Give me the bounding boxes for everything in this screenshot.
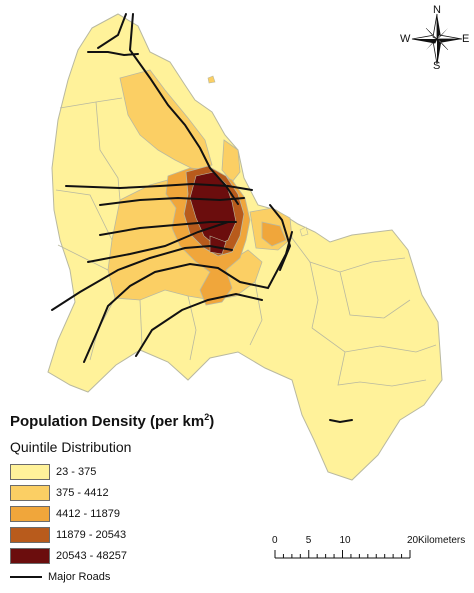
- legend-title: Population Density (per km2): [10, 408, 260, 431]
- legend-class-item: 4412 - 11879: [10, 503, 260, 524]
- major-roads: [51, 13, 353, 424]
- legend-title-close: ): [209, 413, 215, 430]
- scale-tick-label: 5: [305, 535, 312, 546]
- road-line-symbol: [10, 576, 42, 578]
- map-region-q3: [261, 221, 287, 247]
- map-legend: Population Density (per km2) Quintile Di…: [10, 408, 260, 586]
- legend-swatch: [10, 484, 50, 501]
- scale-unit-label: Kilometers: [418, 535, 466, 546]
- legend-swatch: [10, 547, 50, 564]
- compass-rose: N S E W: [400, 4, 472, 72]
- compass-south-label: S: [433, 60, 441, 72]
- legend-class-label: 375 - 4412: [56, 486, 109, 499]
- scale-tick-label: 20: [407, 535, 419, 546]
- legend-title-superscript: 2: [204, 412, 210, 422]
- legend-road-label: Major Roads: [48, 571, 111, 583]
- legend-class-item: 375 - 4412: [10, 482, 260, 503]
- scale-bar: 0 5 10 20 Kilometers: [260, 530, 474, 570]
- legend-subtitle: Quintile Distribution: [10, 439, 132, 455]
- scale-bar-graphic: [274, 550, 411, 559]
- scale-tick-label: 0: [272, 535, 278, 546]
- legend-swatch: [10, 463, 50, 480]
- scale-tick-label: 10: [339, 535, 351, 546]
- compass-star-icon: [411, 13, 463, 65]
- compass-north-label: N: [433, 4, 441, 16]
- district-boundaries: [55, 97, 437, 387]
- legend-class-item: 20543 - 48257: [10, 545, 260, 566]
- compass-west-label: W: [400, 33, 411, 45]
- legend-class-label: 23 - 375: [56, 465, 97, 478]
- map-region-island: [207, 75, 216, 84]
- map-region-q2: [221, 139, 241, 183]
- legend-road-item: Major Roads: [10, 568, 260, 586]
- legend-class-label: 4412 - 11879: [56, 507, 121, 520]
- legend-class-item: 23 - 375: [10, 461, 260, 482]
- legend-swatch: [10, 526, 50, 543]
- legend-class-list: 23 - 375 375 - 4412 4412 - 11879 11879 - 20…: [10, 461, 260, 566]
- legend-class-label: 11879 - 20543: [56, 528, 127, 541]
- compass-east-label: E: [462, 33, 470, 45]
- legend-title-text: Population Density (per km: [10, 413, 205, 430]
- legend-class-item: 11879 - 20543: [10, 524, 260, 545]
- legend-swatch: [10, 505, 50, 522]
- map-region-island: [299, 226, 309, 237]
- legend-class-label: 20543 - 48257: [56, 549, 127, 562]
